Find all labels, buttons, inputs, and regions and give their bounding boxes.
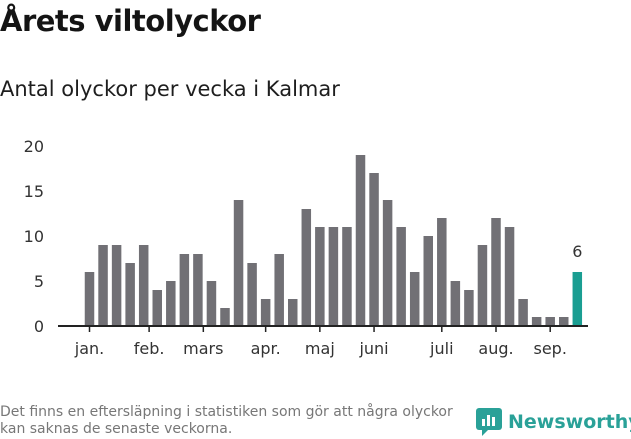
bar xyxy=(152,290,162,326)
bar xyxy=(301,209,312,326)
bar xyxy=(382,200,393,326)
bar xyxy=(206,281,217,326)
bar xyxy=(437,218,447,326)
footnote: Det finns en eftersläpning i statistiken… xyxy=(0,404,453,437)
y-tick-label: 0 xyxy=(34,317,44,336)
brand-logo: Newsworthy xyxy=(476,408,631,436)
bar xyxy=(179,254,190,326)
bar xyxy=(220,308,230,326)
x-tick-label: maj xyxy=(305,339,335,358)
bar xyxy=(355,155,366,326)
bar xyxy=(111,245,122,326)
bar xyxy=(491,218,501,326)
y-tick-label: 5 xyxy=(34,272,44,291)
bar xyxy=(342,227,352,326)
bar-highlight xyxy=(572,272,583,326)
bar xyxy=(328,227,339,326)
bar xyxy=(531,317,542,326)
newsworthy-logo-icon xyxy=(476,408,502,436)
chart-subtitle: Antal olyckor per vecka i Kalmar xyxy=(0,77,340,101)
x-tick-label: juli xyxy=(429,339,453,358)
bar xyxy=(396,227,406,326)
x-tick-label: jan. xyxy=(74,339,104,358)
bar xyxy=(138,245,149,326)
x-tick-label: feb. xyxy=(134,339,165,358)
bar xyxy=(518,299,528,326)
bar xyxy=(84,272,95,326)
bar xyxy=(98,245,108,326)
x-tick-label: mars xyxy=(183,339,223,358)
bar xyxy=(423,236,433,326)
x-tick-label: sep. xyxy=(533,339,566,358)
y-tick-label: 10 xyxy=(24,227,44,246)
bar xyxy=(193,254,203,326)
x-tick-label: aug. xyxy=(478,339,513,358)
bar xyxy=(233,200,244,326)
y-tick-label: 15 xyxy=(24,182,44,201)
bar xyxy=(247,263,257,326)
x-tick-label: juni xyxy=(358,339,388,358)
bar xyxy=(545,317,555,326)
bar xyxy=(260,299,271,326)
bar xyxy=(464,290,474,326)
bar xyxy=(315,227,325,326)
bar xyxy=(409,272,420,326)
bar xyxy=(166,281,176,326)
bar-chart: 0 5 10 15 20 6 jan. feb. mars apr. maj juni juli aug.… xyxy=(24,137,588,358)
brand-name: Newsworthy xyxy=(508,411,631,433)
y-tick-label: 20 xyxy=(24,137,44,156)
bar xyxy=(274,254,284,326)
bar-value-label: 6 xyxy=(572,242,582,261)
bar xyxy=(477,245,488,326)
bar xyxy=(504,227,515,326)
bar xyxy=(450,281,461,326)
bar xyxy=(125,263,135,326)
x-tick-label: apr. xyxy=(251,339,281,358)
bar xyxy=(559,317,569,326)
page-title: Årets viltolyckor xyxy=(0,4,261,38)
bar xyxy=(288,299,298,326)
bar xyxy=(369,173,379,326)
